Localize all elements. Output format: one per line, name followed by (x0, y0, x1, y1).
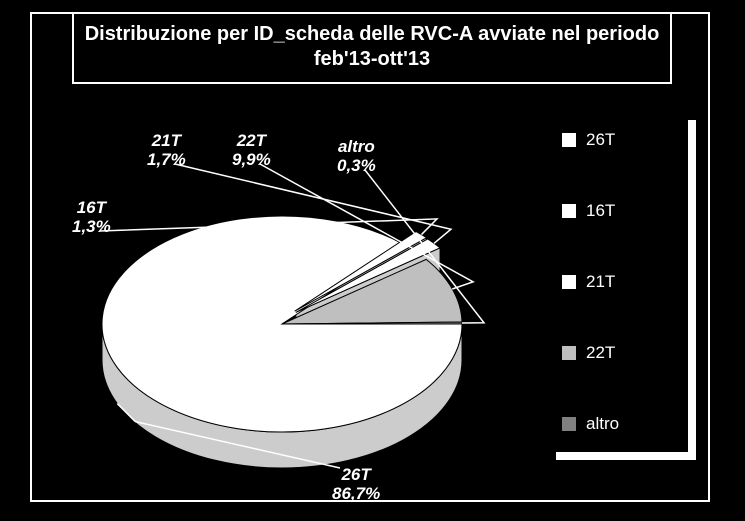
legend-swatch-21T (562, 275, 576, 289)
legend-swatch-22T (562, 346, 576, 360)
legend-swatch-16T (562, 204, 576, 218)
legend-label-21T: 21T (586, 272, 615, 292)
legend-item-21T: 21T (562, 272, 674, 292)
legend-item-22T: 22T (562, 343, 674, 363)
legend-item-altro: altro (562, 414, 674, 434)
legend-swatch-26T (562, 133, 576, 147)
legend-label-26T: 26T (586, 130, 615, 150)
legend-item-16T: 16T (562, 201, 674, 221)
legend-swatch-altro (562, 417, 576, 431)
slice-label-21T: 21T 1,7% (147, 132, 186, 169)
legend-label-22T: 22T (586, 343, 615, 363)
chart-frame: Distribuzione per ID_scheda delle RVC-A … (30, 12, 710, 502)
slice-label-22T: 22T 9,9% (232, 132, 271, 169)
slice-label-26T: 26T 86,7% (332, 466, 380, 503)
legend-label-16T: 16T (586, 201, 615, 221)
chart-title-box: Distribuzione per ID_scheda delle RVC-A … (72, 12, 672, 84)
legend: 26T 16T 21T 22T altro (548, 112, 688, 452)
slice-label-16T: 16T 1,3% (72, 199, 111, 236)
legend-item-26T: 26T (562, 130, 674, 150)
pie-chart: 26T 86,7%16T 1,3%21T 1,7%22T 9,9%altro 0… (32, 94, 532, 494)
legend-label-altro: altro (586, 414, 619, 434)
slice-label-altro: altro 0,3% (337, 138, 376, 175)
chart-title: Distribuzione per ID_scheda delle RVC-A … (80, 22, 664, 72)
